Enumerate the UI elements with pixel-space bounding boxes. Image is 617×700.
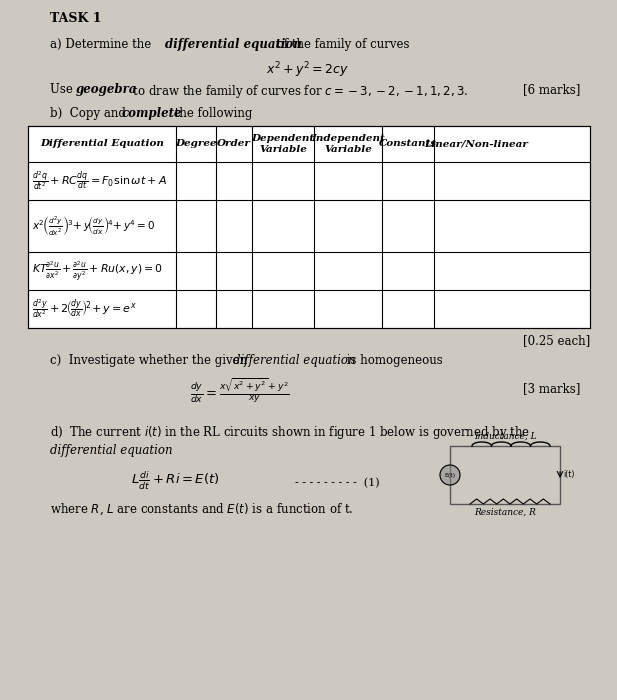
Text: TASK 1: TASK 1	[50, 12, 102, 25]
Text: differential equation: differential equation	[233, 354, 355, 367]
Text: of the family of curves: of the family of curves	[273, 38, 410, 51]
Text: $\frac{dy}{dx} = \frac{x\sqrt{x^2+y^2}+y^2}{xy}$: $\frac{dy}{dx} = \frac{x\sqrt{x^2+y^2}+y…	[190, 376, 290, 405]
Bar	[450, 446, 560, 504]
Text: $x^2\!\left(\frac{d^2y}{dx^2}\right)^{\!3}\! + y\!\left(\frac{dy}{dx}\right)^{\!: $x^2\!\left(\frac{d^2y}{dx^2}\right)^{\!…	[32, 214, 155, 237]
Text: i(t): i(t)	[563, 470, 574, 480]
Circle shape	[440, 465, 460, 485]
Text: [3 marks]: [3 marks]	[523, 382, 580, 395]
Text: differential equation: differential equation	[165, 38, 302, 51]
Text: Degree: Degree	[175, 139, 217, 148]
Text: to draw the family of curves for $c = -3, -2, -1,1,2,3$.: to draw the family of curves for $c = -3…	[129, 83, 468, 100]
Text: where $R$, $L$ are constants and $E(t)$ is a function of t.: where $R$, $L$ are constants and $E(t)$ …	[50, 502, 354, 517]
Text: $\frac{d^2q}{dt^2} + RC\frac{dq}{dt} = F_0\sin\omega t + A$: $\frac{d^2q}{dt^2} + RC\frac{dq}{dt} = F…	[32, 169, 167, 193]
Text: a) Determine the: a) Determine the	[50, 38, 155, 51]
Text: the following: the following	[171, 107, 252, 120]
Text: Differential Equation: Differential Equation	[40, 139, 164, 148]
Text: is homogeneous: is homogeneous	[343, 354, 443, 367]
Bar	[28, 126, 590, 328]
Text: c)  Investigate whether the given: c) Investigate whether the given	[50, 354, 251, 367]
Text: Resistance, R: Resistance, R	[474, 508, 536, 517]
Text: E(t): E(t)	[444, 473, 455, 477]
Text: b)  Copy and: b) Copy and	[50, 107, 130, 120]
Text: Inductance, L: Inductance, L	[474, 432, 536, 441]
Text: $\frac{d^2y}{dx^2} + 2\!\left(\frac{dy}{dx}\right)^{\!2}\! + y = e^x$: $\frac{d^2y}{dx^2} + 2\!\left(\frac{dy}{…	[32, 298, 137, 321]
Text: Independent
Variable: Independent Variable	[311, 134, 385, 154]
Text: $L\frac{di}{dt} + Ri = E(t)$: $L\frac{di}{dt} + Ri = E(t)$	[131, 470, 220, 492]
Text: $x^2 + y^2 = 2cy$: $x^2 + y^2 = 2cy$	[267, 60, 350, 80]
Text: differential equation: differential equation	[50, 444, 173, 457]
Text: Order: Order	[217, 139, 251, 148]
Text: Dependent
Variable: Dependent Variable	[252, 134, 315, 154]
Text: [0.25 each]: [0.25 each]	[523, 334, 590, 347]
Text: d)  The current $i(t)$ in the RL circuits shown in figure 1 below is governed by: d) The current $i(t)$ in the RL circuits…	[50, 424, 530, 441]
Text: $KT\frac{\partial^2 u}{\partial x^2} + \frac{\partial^2 u}{\partial y^2} + Ru(x,: $KT\frac{\partial^2 u}{\partial x^2} + \…	[32, 259, 163, 283]
Text: complete: complete	[122, 107, 183, 120]
Text: Use: Use	[50, 83, 77, 96]
Text: geogebra: geogebra	[76, 83, 138, 96]
Text: Constants: Constants	[379, 139, 437, 148]
Text: [6 marks]: [6 marks]	[523, 83, 580, 96]
Text: - - - - - - - - -  (1): - - - - - - - - - (1)	[295, 478, 379, 489]
Text: Linear/Non-linear: Linear/Non-linear	[424, 139, 528, 148]
